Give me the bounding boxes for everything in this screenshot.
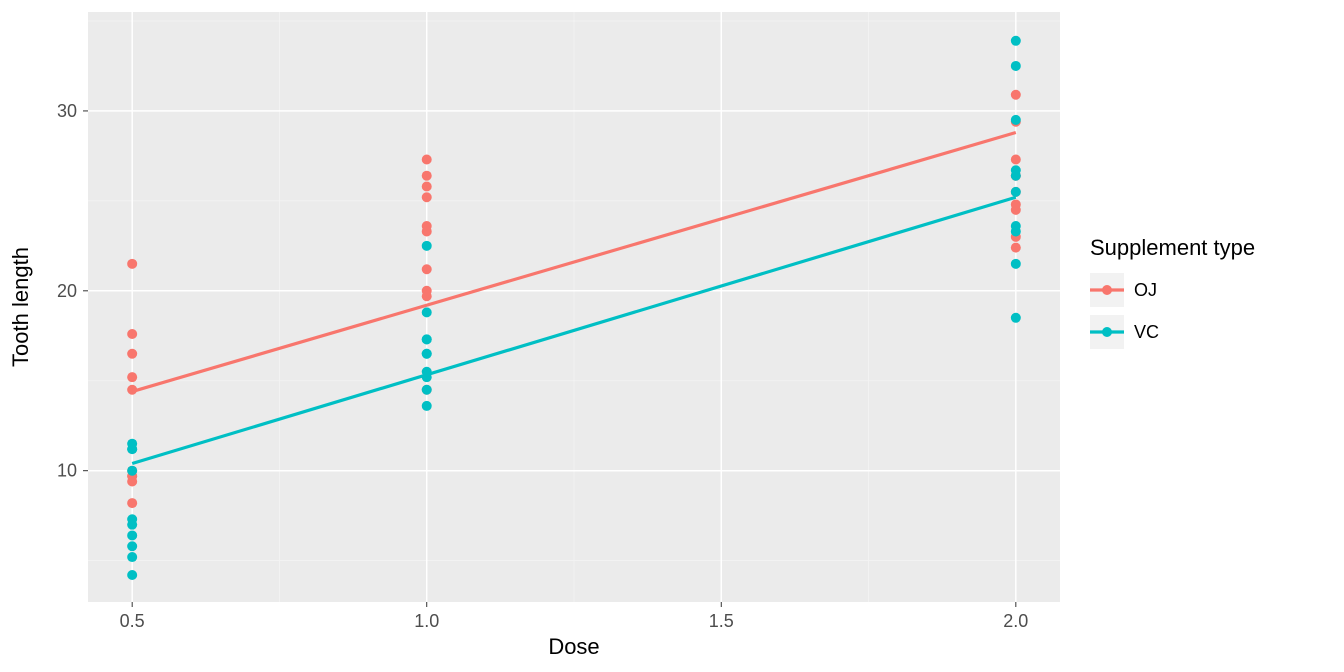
legend-key-point — [1102, 327, 1112, 337]
data-point — [1011, 226, 1021, 236]
data-point — [127, 466, 137, 476]
data-point — [127, 520, 137, 530]
data-point — [1011, 187, 1021, 197]
data-point — [422, 181, 432, 191]
x-tick-label: 0.5 — [120, 611, 145, 631]
data-point — [1011, 115, 1021, 125]
data-point — [127, 498, 137, 508]
y-tick-label: 10 — [57, 461, 77, 481]
legend-label: OJ — [1134, 280, 1157, 300]
legend-label: VC — [1134, 322, 1159, 342]
data-point — [422, 264, 432, 274]
data-point — [422, 334, 432, 344]
data-point — [422, 171, 432, 181]
data-point — [1011, 155, 1021, 165]
data-point — [422, 401, 432, 411]
data-point — [1011, 90, 1021, 100]
data-point — [422, 307, 432, 317]
data-point — [1011, 243, 1021, 253]
data-point — [1011, 313, 1021, 323]
x-tick-label: 1.0 — [414, 611, 439, 631]
chart-container: { "chart": { "type": "scatter-with-lines… — [0, 0, 1344, 672]
data-point — [1011, 165, 1021, 175]
y-tick-label: 20 — [57, 281, 77, 301]
y-axis-title: Tooth length — [8, 247, 33, 367]
data-point — [127, 329, 137, 339]
scatter-chart: 0.5 1.0 1.5 2.0 10 20 30 Dose Tooth length Supple… — [0, 0, 1344, 672]
data-point — [422, 221, 432, 231]
x-tick-label: 1.5 — [709, 611, 734, 631]
data-point — [422, 241, 432, 251]
data-point — [127, 552, 137, 562]
data-point — [127, 372, 137, 382]
data-point — [127, 349, 137, 359]
data-point — [127, 530, 137, 540]
data-point — [1011, 36, 1021, 46]
data-point — [422, 349, 432, 359]
data-point — [1011, 199, 1021, 209]
data-point — [422, 286, 432, 296]
data-point — [1011, 259, 1021, 269]
data-point — [422, 192, 432, 202]
x-axis-title: Dose — [548, 634, 599, 659]
data-point — [422, 385, 432, 395]
data-point — [422, 155, 432, 165]
data-point — [127, 444, 137, 454]
x-tick-label: 2.0 — [1003, 611, 1028, 631]
legend-title: Supplement type — [1090, 235, 1255, 260]
data-point — [127, 570, 137, 580]
data-point — [1011, 61, 1021, 71]
legend-key-point — [1102, 285, 1112, 295]
data-point — [127, 541, 137, 551]
data-point — [127, 259, 137, 269]
y-tick-label: 30 — [57, 101, 77, 121]
